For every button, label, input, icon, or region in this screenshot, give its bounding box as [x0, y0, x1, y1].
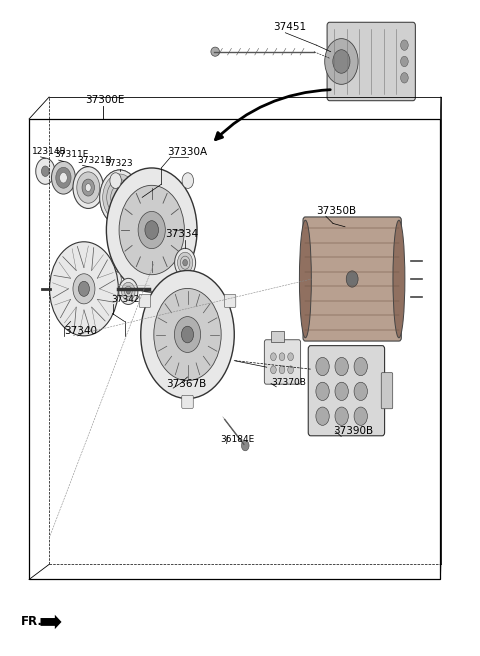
- Circle shape: [401, 56, 408, 67]
- Text: 37340: 37340: [64, 327, 97, 337]
- Text: FR.: FR.: [21, 615, 42, 628]
- Text: 37350B: 37350B: [316, 205, 357, 216]
- Circle shape: [316, 407, 329, 425]
- Circle shape: [288, 366, 293, 374]
- Circle shape: [335, 407, 348, 425]
- Circle shape: [183, 259, 188, 266]
- FancyBboxPatch shape: [381, 373, 393, 409]
- Text: 37334: 37334: [165, 229, 198, 239]
- Circle shape: [180, 256, 190, 269]
- Circle shape: [41, 166, 49, 176]
- Circle shape: [316, 382, 329, 401]
- Circle shape: [110, 173, 121, 188]
- FancyBboxPatch shape: [327, 22, 415, 100]
- Circle shape: [182, 173, 193, 188]
- Ellipse shape: [211, 47, 219, 56]
- Circle shape: [36, 158, 55, 184]
- FancyBboxPatch shape: [271, 331, 284, 342]
- Circle shape: [178, 252, 193, 273]
- Circle shape: [279, 353, 285, 361]
- Circle shape: [49, 242, 118, 336]
- Circle shape: [145, 220, 158, 239]
- Text: 37300E: 37300E: [85, 94, 124, 104]
- Circle shape: [85, 184, 91, 192]
- Text: 36184E: 36184E: [220, 436, 254, 444]
- Text: 37330A: 37330A: [168, 147, 207, 157]
- Circle shape: [316, 358, 329, 376]
- Circle shape: [124, 286, 132, 297]
- Circle shape: [115, 192, 124, 203]
- FancyBboxPatch shape: [139, 295, 151, 308]
- Text: 37311E: 37311E: [54, 150, 88, 159]
- Circle shape: [288, 353, 293, 361]
- FancyBboxPatch shape: [308, 346, 384, 436]
- Circle shape: [100, 170, 140, 225]
- Text: 37323: 37323: [104, 159, 132, 168]
- Circle shape: [324, 39, 358, 85]
- Circle shape: [107, 180, 133, 215]
- Circle shape: [111, 185, 129, 210]
- Ellipse shape: [393, 220, 405, 338]
- Circle shape: [271, 366, 276, 374]
- Text: 37342: 37342: [111, 295, 140, 304]
- Circle shape: [335, 358, 348, 376]
- Circle shape: [333, 50, 350, 73]
- Text: 37367B: 37367B: [166, 379, 206, 389]
- Circle shape: [103, 174, 137, 220]
- Circle shape: [107, 168, 197, 292]
- Circle shape: [181, 326, 193, 343]
- Ellipse shape: [346, 271, 358, 287]
- Circle shape: [174, 317, 201, 352]
- Circle shape: [279, 366, 285, 374]
- Circle shape: [126, 289, 130, 294]
- Text: 37370B: 37370B: [271, 378, 306, 387]
- Circle shape: [401, 73, 408, 83]
- Text: 12314B: 12314B: [32, 147, 66, 156]
- Circle shape: [77, 172, 100, 203]
- Circle shape: [60, 173, 67, 183]
- Circle shape: [82, 179, 95, 196]
- Text: 37390B: 37390B: [333, 426, 373, 436]
- Circle shape: [271, 353, 276, 361]
- Circle shape: [154, 289, 221, 380]
- Circle shape: [141, 270, 234, 399]
- Circle shape: [73, 167, 104, 209]
- Circle shape: [175, 249, 196, 277]
- FancyBboxPatch shape: [303, 217, 401, 341]
- Circle shape: [121, 282, 135, 300]
- Circle shape: [354, 382, 367, 401]
- Circle shape: [182, 272, 193, 287]
- FancyArrow shape: [40, 615, 61, 629]
- Ellipse shape: [300, 220, 312, 338]
- Circle shape: [354, 358, 367, 376]
- Circle shape: [138, 211, 165, 249]
- FancyBboxPatch shape: [182, 396, 193, 408]
- Circle shape: [56, 167, 71, 188]
- Circle shape: [110, 272, 121, 287]
- Circle shape: [78, 281, 89, 297]
- Circle shape: [51, 161, 75, 194]
- Circle shape: [73, 274, 95, 304]
- FancyBboxPatch shape: [224, 295, 236, 308]
- Text: 37451: 37451: [274, 22, 307, 32]
- Circle shape: [119, 278, 138, 304]
- Circle shape: [119, 186, 184, 275]
- FancyBboxPatch shape: [264, 340, 300, 384]
- Circle shape: [335, 382, 348, 401]
- Circle shape: [401, 40, 408, 51]
- Text: 37321B: 37321B: [77, 155, 111, 165]
- Circle shape: [241, 440, 249, 451]
- Circle shape: [354, 407, 367, 425]
